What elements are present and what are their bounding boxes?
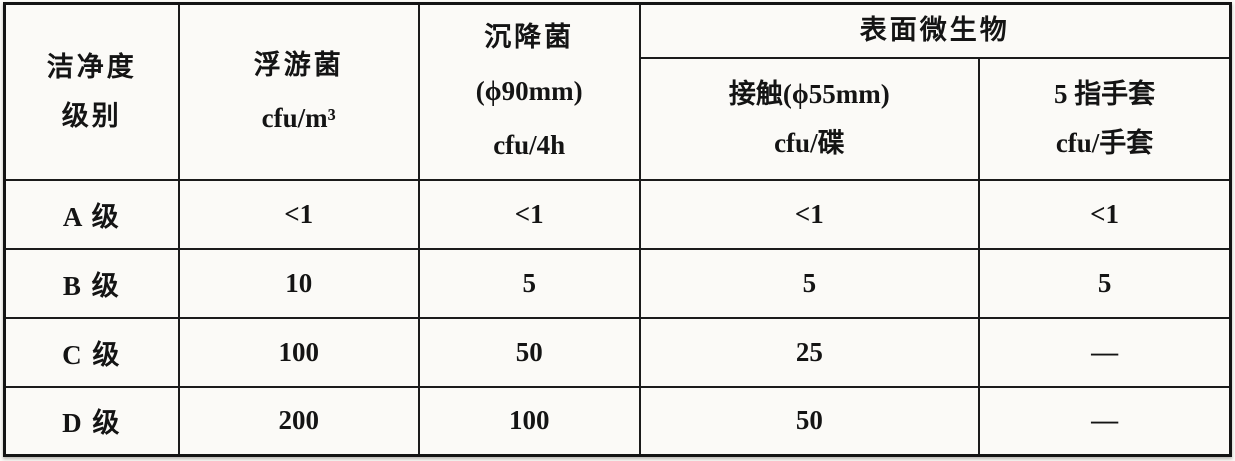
cell-contact-b: 5: [638, 247, 981, 319]
header-cleanliness-line2: 级别: [61, 100, 122, 131]
cell-settling-c: 50: [417, 316, 641, 388]
table-row-grade-b: B 级 10 5 5 5: [3, 247, 1232, 319]
cell-level-a: A 级: [3, 178, 180, 250]
cell-level-c: C 级: [3, 316, 180, 388]
cell-airborne-b: 10: [177, 247, 420, 319]
cleanroom-microbial-limits-table: 洁净度 级别 浮游菌 cfu/m³ 沉降菌 (ϕ90mm) cfu/4h: [3, 2, 1232, 457]
header-glove-line1: 5 指手套: [1053, 78, 1156, 109]
cell-contact-a: <1: [638, 178, 981, 250]
header-settling-diameter: (ϕ90mm): [475, 76, 583, 107]
cell-glove-d: —: [978, 385, 1232, 457]
header-cleanliness-line1: 洁净度: [46, 51, 137, 82]
cell-settling-b: 5: [417, 247, 641, 319]
header-settling-bacteria: 沉降菌 (ϕ90mm) cfu/4h: [417, 2, 641, 181]
header-contact-unit: cfu/碟: [774, 127, 845, 158]
header-cleanliness-level: 洁净度 级别: [3, 2, 180, 181]
cell-contact-c: 25: [638, 316, 981, 388]
header-airborne-bacteria: 浮游菌 cfu/m³: [177, 2, 420, 181]
header-airborne-unit: cfu/m³: [261, 102, 336, 133]
table-row-grade-c: C 级 100 50 25 —: [3, 316, 1232, 388]
header-settling-unit: cfu/4h: [493, 130, 566, 161]
header-surface-microbes-label: 表面微生物: [859, 15, 1010, 46]
header-row-group: 洁净度 级别 浮游菌 cfu/m³ 沉降菌 (ϕ90mm) cfu/4h: [3, 2, 1232, 181]
cell-glove-a: <1: [978, 178, 1232, 250]
header-glove: 5 指手套 cfu/手套: [978, 56, 1232, 181]
cell-settling-d: 100: [417, 385, 641, 457]
cell-level-b: B 级: [3, 247, 180, 319]
header-airborne-line1: 浮游菌: [253, 49, 344, 80]
cell-level-d: D 级: [3, 385, 180, 457]
cell-settling-a: <1: [417, 178, 641, 250]
header-contact-plate: 接触(ϕ55mm) cfu/碟: [638, 56, 981, 181]
header-glove-unit: cfu/手套: [1055, 127, 1154, 158]
cell-airborne-c: 100: [177, 316, 420, 388]
cell-airborne-a: <1: [177, 178, 420, 250]
header-row-sub: 接触(ϕ55mm) cfu/碟 5 指手套 cfu/手套: [5, 56, 1232, 181]
cell-contact-d: 50: [638, 385, 981, 457]
cell-glove-b: 5: [978, 247, 1232, 319]
header-contact-line1: 接触(ϕ55mm): [728, 78, 890, 109]
cell-glove-c: —: [978, 316, 1232, 388]
header-settling-line1: 沉降菌: [484, 22, 575, 53]
cell-airborne-d: 200: [177, 385, 420, 457]
table-row-grade-a: A 级 <1 <1 <1 <1: [3, 178, 1232, 250]
header-surface-microbes-group: 表面微生物: [638, 2, 1232, 59]
table-row-grade-d: D 级 200 100 50 —: [3, 385, 1232, 457]
